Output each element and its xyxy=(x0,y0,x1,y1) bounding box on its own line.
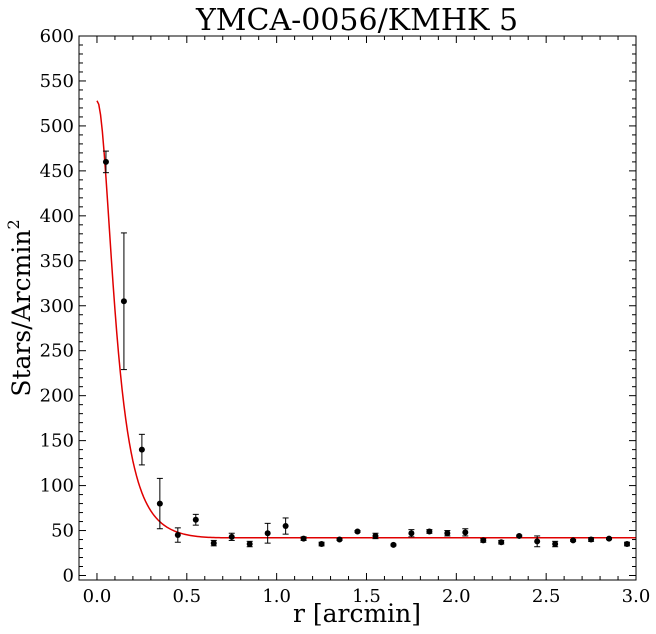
data-point xyxy=(156,500,163,507)
data-point-group xyxy=(282,517,289,535)
y-tick-labels: 0 50 100 150 200 250 300 350 400 450 500 550 600 xyxy=(40,26,74,587)
data-point-group xyxy=(606,535,613,542)
data-point-group xyxy=(462,528,469,537)
x-tick-label: 2.5 xyxy=(532,586,561,607)
x-tick-label: 3.0 xyxy=(622,586,651,607)
x-tick-label: 0.0 xyxy=(83,586,112,607)
plot-frame xyxy=(78,35,637,581)
data-point xyxy=(318,541,325,548)
y-tick-label: 300 xyxy=(40,296,74,317)
data-point-group xyxy=(174,527,181,543)
data-point xyxy=(552,541,559,548)
data-point-group xyxy=(336,536,343,543)
data-point-group xyxy=(570,537,577,544)
y-tick-label: 200 xyxy=(40,386,74,407)
data-point-group xyxy=(192,513,199,526)
data-point xyxy=(534,538,541,545)
data-point xyxy=(516,532,523,539)
y-axis-label-base: Stars/Arcmin xyxy=(7,230,36,397)
y-tick-label: 350 xyxy=(40,251,74,272)
data-point-group xyxy=(498,539,505,546)
data-point-group xyxy=(102,150,109,174)
y-tick-label: 50 xyxy=(51,521,74,542)
data-point-group xyxy=(480,537,487,544)
data-point-group xyxy=(228,532,235,541)
data-point-group xyxy=(156,477,163,530)
data-point xyxy=(372,532,379,539)
data-point xyxy=(354,528,361,535)
axis-ticks xyxy=(78,35,637,580)
y-axis-label: Stars/Arcmin2 xyxy=(4,219,36,396)
data-point xyxy=(228,533,235,540)
data-point xyxy=(246,541,253,548)
data-point-group xyxy=(408,529,415,538)
y-tick-label: 100 xyxy=(40,476,74,497)
y-tick-label: 0 xyxy=(63,566,74,587)
data-point xyxy=(210,540,217,547)
x-tick-label: 1.5 xyxy=(352,586,381,607)
data-point xyxy=(426,528,433,535)
data-point-group xyxy=(534,535,541,548)
data-point-group xyxy=(318,541,325,548)
data-point xyxy=(624,541,631,548)
data-point-group xyxy=(588,536,595,543)
y-axis-label-superscript: 2 xyxy=(4,219,23,229)
data-point-group xyxy=(624,541,631,548)
data-point xyxy=(264,530,271,537)
data-point xyxy=(462,529,469,536)
y-tick-label: 600 xyxy=(40,26,74,47)
y-tick-label: 400 xyxy=(40,206,74,227)
data-point-group xyxy=(354,528,361,535)
data-point xyxy=(300,535,307,542)
data-point xyxy=(192,516,199,523)
x-tick-label: 0.5 xyxy=(172,586,201,607)
data-point-group xyxy=(210,539,217,547)
y-tick-label: 150 xyxy=(40,431,74,452)
x-tick-labels: 0.0 0.5 1.0 1.5 2.0 2.5 3.0 xyxy=(83,586,651,607)
data-point xyxy=(390,541,397,548)
data-point-group xyxy=(264,522,271,544)
data-point xyxy=(138,446,145,453)
y-tick-label: 500 xyxy=(40,116,74,137)
data-point xyxy=(570,537,577,544)
data-point-group xyxy=(300,535,307,542)
y-tick-label: 550 xyxy=(40,71,74,92)
data-point-group xyxy=(372,532,379,540)
data-point xyxy=(408,530,415,537)
data-point xyxy=(444,530,451,537)
data-point xyxy=(336,536,343,543)
data-point xyxy=(606,535,613,542)
x-tick-label: 2.0 xyxy=(442,586,471,607)
fit-curve xyxy=(96,100,636,539)
chart-title: YMCA-0056/KMHK 5 xyxy=(195,3,518,38)
data-point xyxy=(588,536,595,543)
data-point-group xyxy=(426,528,433,535)
data-point xyxy=(102,158,109,165)
plot-area xyxy=(96,100,636,548)
data-point xyxy=(498,539,505,546)
data-point xyxy=(174,532,181,539)
data-point-group xyxy=(390,541,397,548)
data-point-group xyxy=(552,540,559,548)
data-point-group xyxy=(246,540,253,548)
y-tick-label: 450 xyxy=(40,161,74,182)
data-point-group xyxy=(444,530,451,537)
data-point-group xyxy=(516,532,523,539)
data-point-group xyxy=(138,433,145,466)
data-point xyxy=(282,523,289,530)
x-axis-label: r [arcmin] xyxy=(293,599,421,628)
data-point-group xyxy=(120,232,127,371)
y-tick-label: 250 xyxy=(40,341,74,362)
x-tick-label: 1.0 xyxy=(262,586,291,607)
data-point xyxy=(120,298,127,305)
data-point xyxy=(480,537,487,544)
